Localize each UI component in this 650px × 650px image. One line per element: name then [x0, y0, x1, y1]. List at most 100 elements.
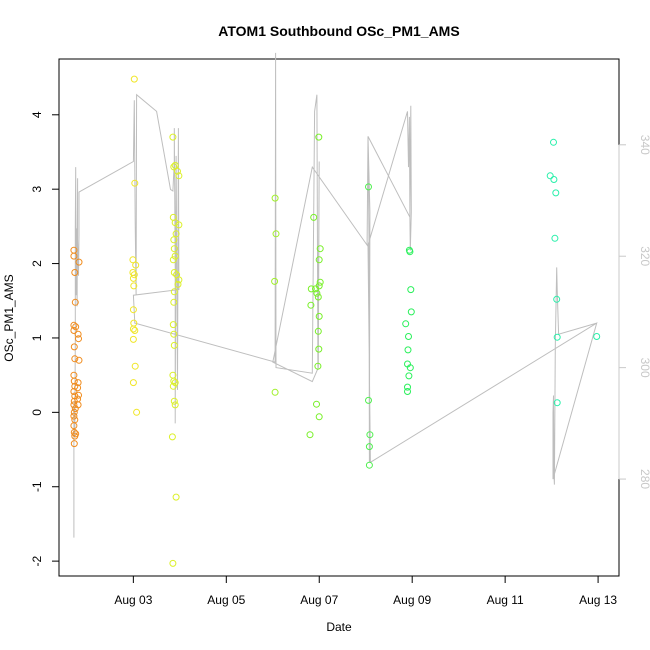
data-point [170, 236, 178, 244]
y-tick-label: 4 [30, 111, 44, 118]
data-point [169, 321, 177, 329]
data-point [70, 428, 78, 436]
data-point [170, 245, 178, 253]
secondary-y-axis: 280 300 320 340 [618, 135, 650, 489]
y-tick-label: 1 [30, 334, 44, 341]
data-point [131, 362, 139, 370]
data-point [133, 408, 141, 416]
data-point [365, 443, 373, 451]
y-tick-label: 3 [30, 186, 44, 193]
data-point [70, 408, 78, 416]
data-point [306, 431, 314, 439]
data-point [171, 379, 179, 387]
data-point [170, 341, 178, 349]
data-point [130, 282, 138, 290]
data-point [316, 278, 324, 286]
data-point [169, 256, 177, 264]
data-point [314, 362, 322, 370]
data-point [75, 391, 82, 399]
y2-tick-label: 300 [638, 358, 650, 378]
data-point [315, 256, 323, 264]
data-point [70, 401, 78, 409]
data-point [272, 230, 280, 238]
data-point [406, 248, 414, 256]
data-point [593, 333, 601, 340]
data-point [70, 321, 78, 329]
data-point [172, 230, 180, 238]
data-point [170, 377, 178, 385]
data-point [404, 346, 412, 354]
data-point [405, 372, 413, 380]
data-point [170, 330, 178, 338]
y-tick-label: -1 [30, 481, 44, 492]
data-point [70, 388, 78, 395]
data-point [71, 432, 79, 440]
data-point [406, 364, 414, 372]
data-point [170, 163, 178, 171]
data-point [553, 333, 561, 341]
data-point [129, 274, 137, 282]
data-point [402, 320, 410, 328]
x-axis-label: Date [326, 620, 352, 634]
x-axis: Aug 03 Aug 05 Aug 07 Aug 09 Aug 11 Aug 13 [114, 575, 617, 607]
data-point [171, 252, 179, 260]
y-tick-label: 0 [30, 409, 44, 416]
data-point [70, 440, 78, 448]
data-point [271, 277, 279, 285]
data-point [130, 75, 138, 83]
data-point [552, 189, 560, 197]
x-tick-label: Aug 05 [207, 593, 245, 607]
x-tick-label: Aug 13 [579, 593, 617, 607]
data-point [75, 258, 83, 266]
data-point [174, 280, 182, 288]
data-point [170, 269, 178, 276]
data-point [307, 301, 315, 309]
data-point [75, 335, 82, 343]
data-point [129, 335, 137, 343]
data-point [315, 345, 323, 353]
data-point [129, 325, 137, 333]
data-point [70, 343, 78, 351]
data-point [75, 356, 83, 364]
data-point [271, 388, 279, 396]
data-point [72, 323, 80, 331]
data-point [314, 293, 322, 301]
data-point [71, 269, 79, 276]
data-point [74, 384, 82, 392]
data-point [71, 355, 79, 363]
data-point [365, 183, 372, 191]
data-point [169, 382, 177, 390]
x-tick-label: Aug 09 [393, 593, 431, 607]
data-point [553, 399, 561, 407]
data-point [70, 371, 78, 379]
data-point [404, 388, 411, 395]
y-tick-label: 2 [30, 260, 44, 267]
y-axis-label: OSc_PM1_AMS [2, 274, 16, 361]
data-point [315, 282, 323, 290]
data-point [130, 271, 138, 279]
data-point [171, 219, 179, 227]
x-tick-label: Aug 03 [114, 593, 152, 607]
data-point [171, 161, 179, 169]
data-point [71, 298, 79, 306]
data-point [174, 167, 181, 175]
data-point [175, 221, 183, 229]
data-point [315, 133, 323, 141]
data-point [169, 559, 177, 567]
data-point [316, 245, 324, 253]
data-point [74, 379, 82, 387]
data-point [132, 261, 140, 269]
data-point [175, 172, 183, 180]
data-point [313, 400, 320, 408]
data-point [407, 286, 415, 294]
data-point [550, 138, 557, 146]
y-tick-label: -2 [30, 555, 44, 566]
data-point [170, 397, 178, 405]
data-point [313, 289, 321, 297]
data-point [170, 288, 178, 296]
data-point [314, 327, 322, 335]
data-point [365, 396, 372, 404]
data-point [70, 327, 78, 334]
secondary-series-line [73, 52, 598, 538]
data-point [70, 412, 78, 420]
